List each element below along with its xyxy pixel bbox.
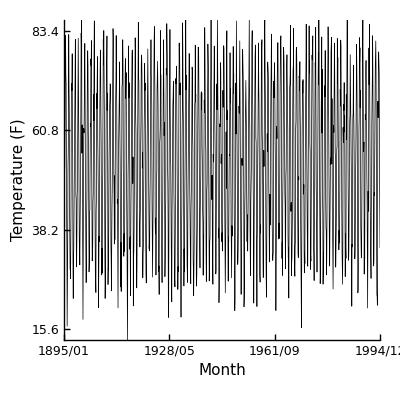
X-axis label: Month: Month: [198, 364, 246, 378]
Y-axis label: Temperature (F): Temperature (F): [11, 119, 26, 241]
